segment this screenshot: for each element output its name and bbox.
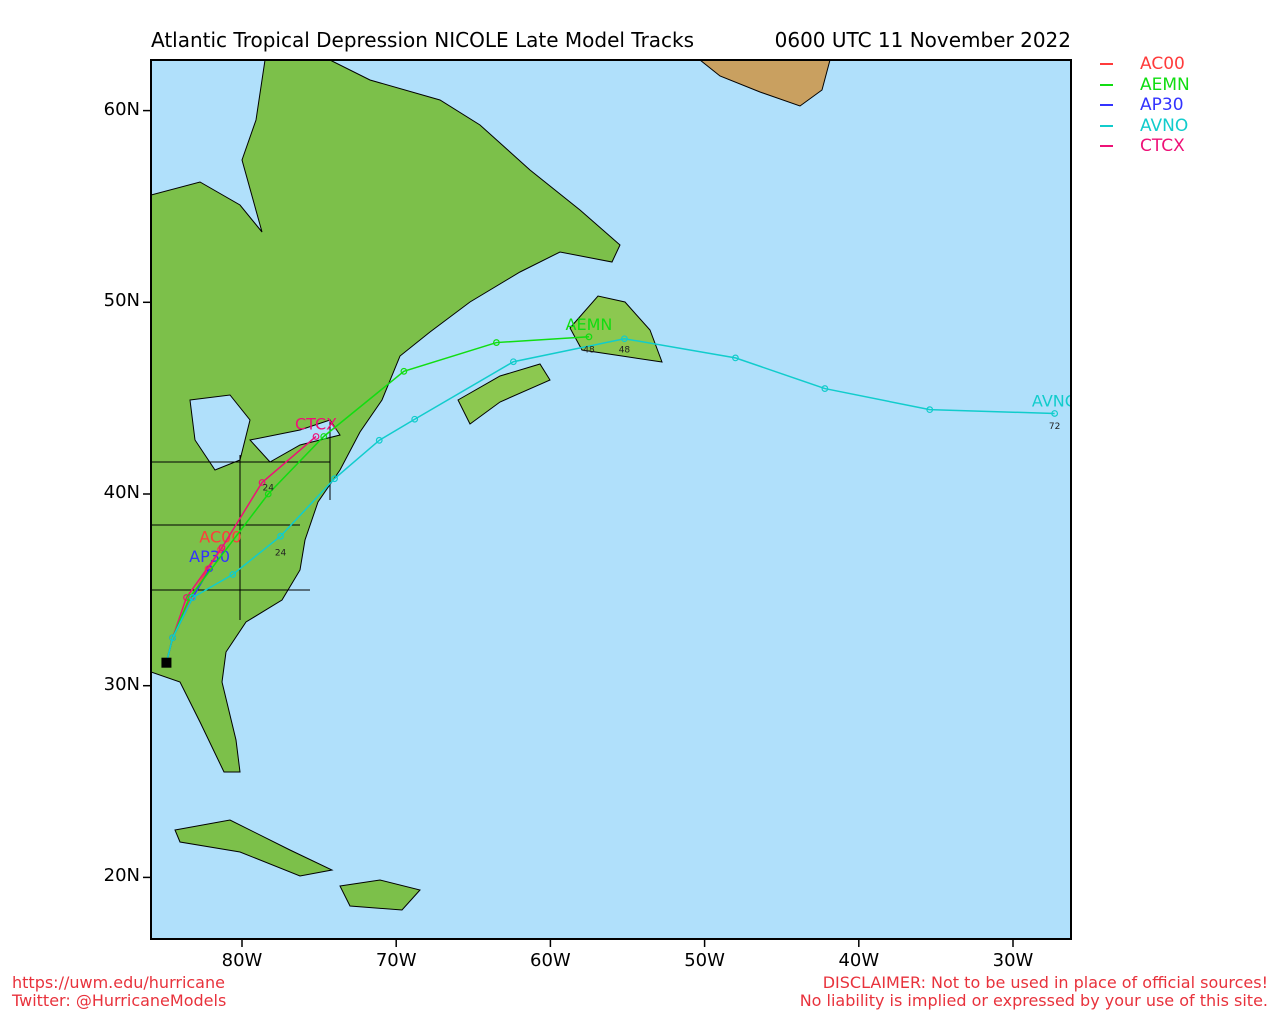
track-end-label: AEMN — [566, 315, 613, 334]
map-title: Atlantic Tropical Depression NICOLE Late… — [151, 28, 695, 52]
legend-label: AVNO — [1140, 115, 1189, 136]
lon-tick-label: 70W — [375, 950, 417, 971]
track-end-label: AVNO — [1032, 391, 1077, 410]
track-point — [1051, 410, 1059, 417]
track-avno: AVNO — [165, 335, 1077, 663]
track-point — [821, 385, 829, 392]
legend-item-ac00: AC00 — [1100, 54, 1190, 75]
map-frame — [150, 59, 1072, 940]
north-america-land — [151, 60, 621, 773]
track-line — [165, 337, 1055, 663]
track-point — [189, 594, 197, 601]
state-borders — [151, 420, 331, 620]
track-point — [217, 546, 224, 553]
track-point — [509, 358, 517, 366]
land — [151, 60, 831, 911]
track-point — [218, 544, 226, 552]
track-point — [732, 354, 739, 362]
forecast-hour-label: 24 — [262, 483, 274, 493]
legend-item-ap30: AP30 — [1100, 95, 1190, 116]
footer-liability: No liability is implied or expressed by … — [799, 991, 1268, 1010]
lon-tick-label: 60W — [530, 950, 571, 971]
track-point — [229, 571, 237, 578]
legend-swatch — [1100, 83, 1113, 86]
track-point — [375, 436, 383, 444]
footer-twitter[interactable]: Twitter: @HurricaneModels — [12, 991, 227, 1010]
track-point — [331, 475, 338, 483]
lon-tick-label: 80W — [221, 950, 263, 971]
track-point — [312, 433, 320, 440]
forecast-hour-label: 48 — [583, 345, 595, 355]
track-point — [585, 333, 593, 341]
legend-swatch — [1100, 145, 1113, 148]
track-point — [621, 335, 628, 343]
legend-label: AC00 — [1140, 54, 1185, 75]
track-point — [169, 634, 177, 642]
storm-position-marker — [161, 657, 172, 668]
legend-item-avno: AVNO — [1100, 116, 1190, 137]
hispaniola-land — [339, 879, 421, 911]
legend-item-ctcx: CTCX — [1100, 136, 1190, 157]
footer-disclaimer: DISCLAIMER: Not to be used in place of o… — [822, 973, 1268, 992]
forecast-hour-label: 48 — [619, 345, 631, 355]
legend-label: AEMN — [1140, 74, 1190, 95]
track-point — [411, 415, 419, 423]
legend: AC00 AEMN AP30 AVNO CTCX — [1100, 54, 1190, 157]
lat-tick-label: 40N — [103, 482, 140, 503]
lat-tick-label: 60N — [103, 98, 140, 120]
lat-tick-label: 30N — [103, 673, 140, 695]
forecast-hour-label: 24 — [275, 549, 287, 559]
legend-swatch — [1100, 104, 1113, 107]
track-point — [926, 406, 934, 414]
track-end-label: CTCX — [295, 414, 337, 433]
cuba-land — [174, 819, 334, 877]
track-point — [258, 479, 266, 486]
map-time: 0600 UTC 11 November 2022 — [774, 28, 1071, 52]
lat-tick-label: 20N — [103, 865, 140, 887]
legend-label: AP30 — [1140, 95, 1184, 116]
greenland-land — [699, 60, 831, 107]
lon-tick-label: 50W — [684, 950, 725, 971]
nova-scotia-land — [457, 363, 551, 425]
track-point — [400, 367, 408, 375]
lon-tick-label: 40W — [838, 950, 880, 971]
track-point — [493, 339, 500, 346]
track-point — [264, 490, 272, 498]
lon-tick-label: 30W — [992, 950, 1034, 971]
legend-swatch — [1100, 63, 1113, 66]
footer-url[interactable]: https://uwm.edu/hurricane — [12, 973, 225, 992]
track-point — [277, 532, 284, 540]
legend-item-aemn: AEMN — [1100, 75, 1190, 96]
lat-tick-label: 50N — [103, 290, 140, 312]
forecast-hour-label: 72 — [1049, 422, 1060, 432]
legend-swatch — [1100, 124, 1113, 127]
track-point — [320, 433, 328, 440]
legend-label: CTCX — [1140, 136, 1185, 157]
